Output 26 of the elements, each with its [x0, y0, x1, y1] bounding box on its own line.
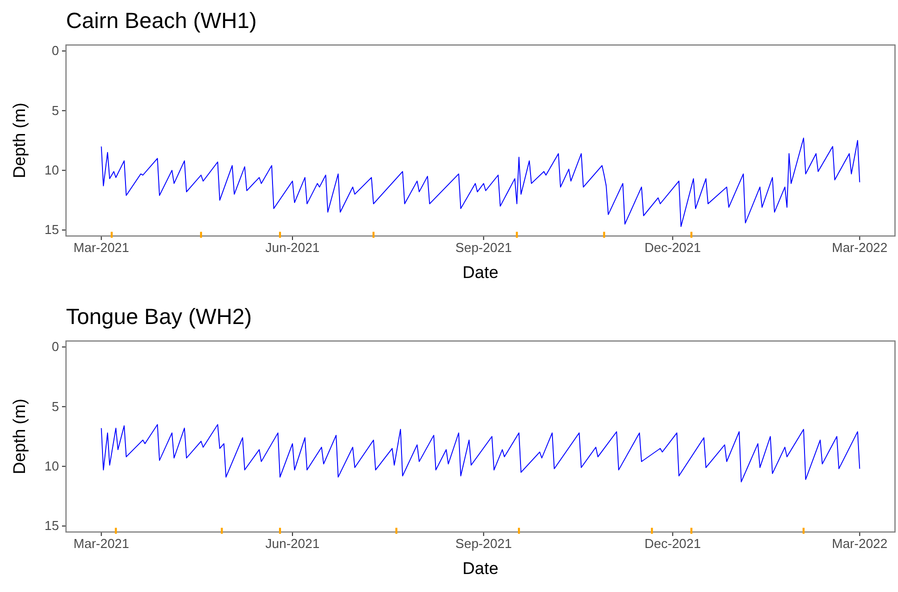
- x-tick-label: Jun-2021: [265, 536, 320, 552]
- x-tick-label: Mar-2021: [74, 536, 130, 552]
- chart-title: Cairn Beach (WH1): [66, 8, 257, 33]
- y-tick-label: 5: [52, 102, 59, 118]
- y-tick-label: 0: [52, 339, 59, 354]
- x-axis-title: Date: [462, 263, 498, 282]
- y-tick-label: 10: [44, 458, 59, 474]
- x-tick-label: Mar-2021: [74, 240, 130, 256]
- x-tick-label: Jun-2021: [265, 240, 320, 256]
- y-axis-title: Depth (m): [10, 102, 29, 178]
- y-tick-label: 15: [44, 518, 59, 534]
- x-tick-label: Sep-2021: [455, 240, 512, 256]
- x-tick-label: Mar-2022: [832, 240, 888, 256]
- y-tick-label: 15: [44, 222, 59, 238]
- x-tick-label: Mar-2022: [832, 536, 888, 552]
- y-tick-label: 0: [52, 43, 59, 58]
- y-tick-label: 10: [44, 162, 59, 178]
- y-tick-label: 5: [52, 398, 59, 414]
- x-tick-label: Dec-2021: [644, 536, 701, 552]
- line-series: [100, 138, 860, 227]
- y-axis-title: Depth (m): [10, 398, 29, 474]
- x-tick-label: Sep-2021: [455, 536, 512, 552]
- x-tick-label: Dec-2021: [644, 240, 701, 256]
- line-series: [100, 424, 860, 482]
- x-axis-title: Date: [462, 559, 498, 578]
- chart-title: Tongue Bay (WH2): [66, 304, 252, 329]
